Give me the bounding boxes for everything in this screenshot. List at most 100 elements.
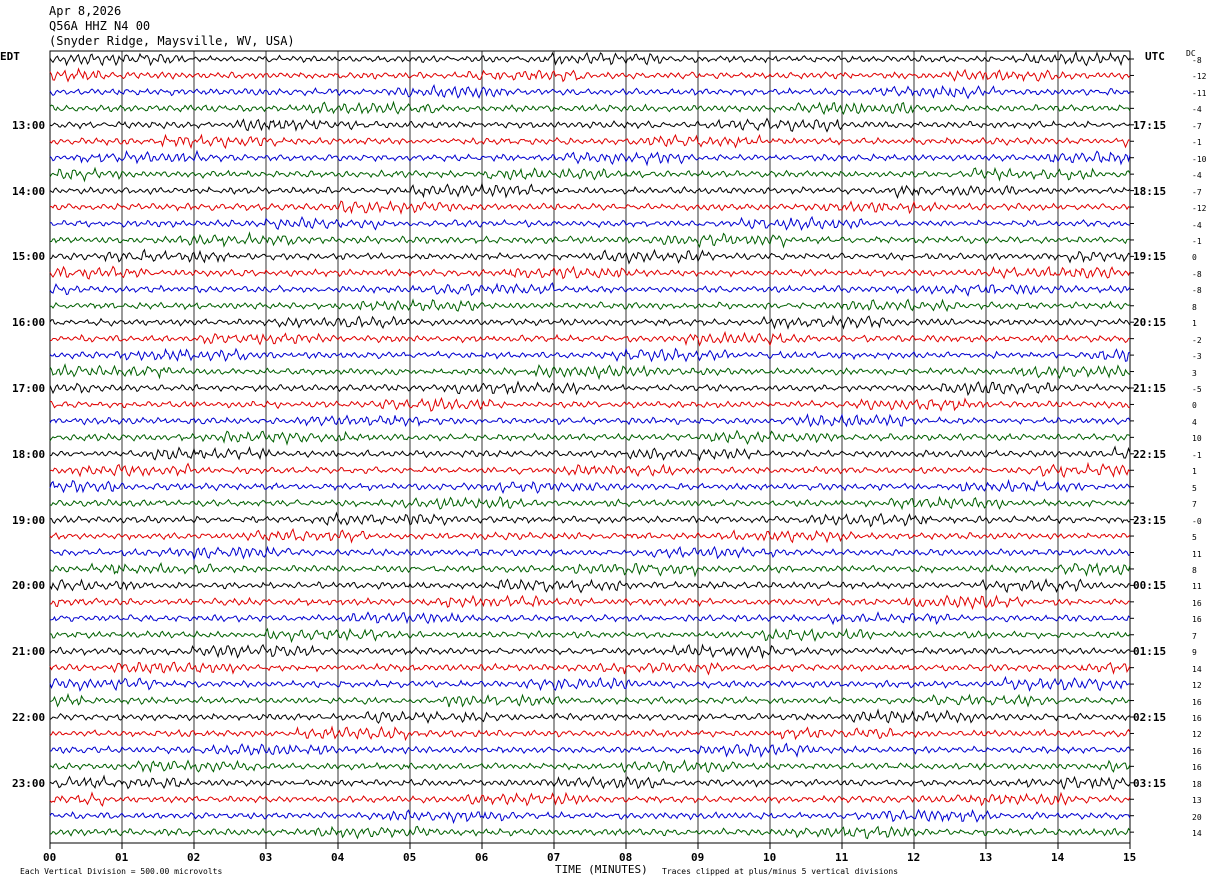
plot-date: Apr 8,2026	[49, 4, 122, 18]
clip-note: Traces clipped at plus/minus 5 vertical …	[662, 867, 899, 876]
trace-row	[49, 314, 1131, 330]
x-tick-label: 01	[115, 851, 129, 864]
dc-offset-label: 8	[1192, 565, 1197, 575]
dc-offset-label: -5	[1192, 385, 1202, 394]
left-hour-label: 20:00	[12, 579, 46, 593]
dc-offset-label: 16	[1192, 714, 1202, 723]
dc-offset-label: 14	[1192, 664, 1202, 674]
dc-offset-label: -1	[1192, 138, 1202, 148]
left-hour-label: 14:00	[12, 184, 46, 198]
dc-offset-label: -10	[1192, 154, 1207, 164]
dc-offset-label: 0	[1192, 401, 1197, 411]
right-hour-label: 20:15	[1133, 316, 1167, 330]
right-hour-label: 18:15	[1133, 184, 1167, 198]
dc-offset-label: -8	[1192, 269, 1202, 279]
trace-row	[50, 231, 1131, 249]
right-hour-label: 01:15	[1133, 645, 1167, 659]
left-hour-label: 21:00	[12, 645, 46, 659]
right-timezone-label: UTC	[1145, 50, 1165, 63]
trace-row	[49, 100, 1131, 116]
dc-offset-label: 13	[1192, 796, 1202, 806]
trace-row	[49, 594, 1130, 610]
dc-offset-label: -0	[1192, 516, 1202, 526]
dc-offset-label: -2	[1192, 335, 1202, 345]
x-tick-label: 14	[1051, 851, 1065, 864]
trace-row	[49, 363, 1131, 381]
x-tick-label: 09	[691, 851, 705, 864]
trace-row	[49, 265, 1131, 280]
dc-offset-label: 9	[1192, 648, 1197, 658]
x-tick-label: 06	[475, 851, 489, 864]
left-hour-label: 18:00	[12, 447, 46, 461]
dc-offset-label: 1	[1192, 319, 1197, 329]
x-tick-label: 05	[403, 851, 417, 864]
trace-row	[50, 215, 1131, 231]
right-hour-label: 02:15	[1133, 711, 1167, 724]
x-tick-label: 04	[331, 851, 345, 864]
x-tick-label: 10	[763, 851, 777, 864]
trace-row	[49, 759, 1131, 774]
scale-note: Each Vertical Division = 500.00 microvol…	[20, 867, 223, 876]
trace-row	[49, 149, 1131, 167]
dc-offset-label: -12	[1192, 72, 1207, 82]
x-tick-label: 00	[43, 851, 57, 864]
trace-row	[49, 429, 1131, 446]
trace-row	[49, 577, 1130, 594]
dc-offset-label: 4	[1192, 417, 1197, 427]
right-hour-label: 21:15	[1133, 382, 1167, 395]
right-hour-label: 00:15	[1133, 579, 1167, 593]
dc-offset-label: -7	[1192, 187, 1202, 197]
left-hour-label: 16:00	[12, 316, 46, 330]
trace-row	[49, 282, 1131, 297]
trace-row	[49, 825, 1131, 840]
dc-offset-label: 5	[1192, 483, 1197, 493]
dc-offset-label: 7	[1192, 631, 1197, 641]
trace-row	[49, 643, 1131, 660]
x-axis-title: TIME (MINUTES)	[555, 863, 648, 876]
trace-row	[49, 67, 1131, 83]
left-hour-label: 19:00	[12, 513, 46, 527]
dc-offset-label: -8	[1192, 286, 1202, 296]
x-tick-label: 13	[979, 851, 993, 864]
trace-row	[49, 708, 1131, 725]
trace-row	[49, 117, 1131, 133]
trace-row	[49, 675, 1131, 692]
trace-row	[49, 330, 1131, 347]
dc-offset-label: -1	[1192, 236, 1202, 246]
x-tick-label: 12	[907, 851, 921, 864]
dc-header-label: DC	[1186, 49, 1196, 58]
trace-row	[49, 181, 1131, 199]
trace-row	[49, 50, 1131, 67]
dc-offset-label: 11	[1192, 549, 1202, 559]
trace-row	[49, 562, 1131, 578]
trace-row	[49, 133, 1131, 150]
trace-row	[49, 611, 1131, 626]
trace-row	[49, 166, 1131, 183]
trace-row	[49, 248, 1131, 265]
dc-offset-label: 0	[1192, 253, 1197, 263]
dc-offset-label: 12	[1192, 681, 1202, 691]
trace-row	[49, 347, 1131, 363]
right-hour-label: 17:15	[1133, 118, 1167, 132]
dc-offset-label: -8	[1192, 56, 1202, 65]
trace-row	[49, 511, 1131, 528]
trace-row	[49, 808, 1131, 825]
trace-row	[49, 495, 1131, 511]
dc-offset-label: 16	[1192, 697, 1202, 707]
dc-offset-label: -4	[1192, 220, 1202, 230]
dc-offset-label: -3	[1192, 352, 1202, 362]
dc-offset-label: -4	[1192, 171, 1202, 181]
x-tick-label: 08	[619, 851, 633, 864]
dc-offset-label: 16	[1192, 598, 1202, 608]
dc-offset-label: -12	[1192, 204, 1207, 214]
trace-row	[49, 627, 1131, 644]
dc-offset-label: 16	[1192, 763, 1202, 773]
trace-row	[49, 200, 1131, 215]
trace-row	[49, 692, 1131, 708]
trace-row	[49, 461, 1131, 479]
plot-frame	[49, 50, 1131, 844]
left-hour-label: 15:00	[12, 250, 46, 264]
dc-offset-label: 5	[1192, 533, 1197, 543]
trace-row	[49, 791, 1131, 807]
x-tick-label: 02	[187, 851, 201, 864]
